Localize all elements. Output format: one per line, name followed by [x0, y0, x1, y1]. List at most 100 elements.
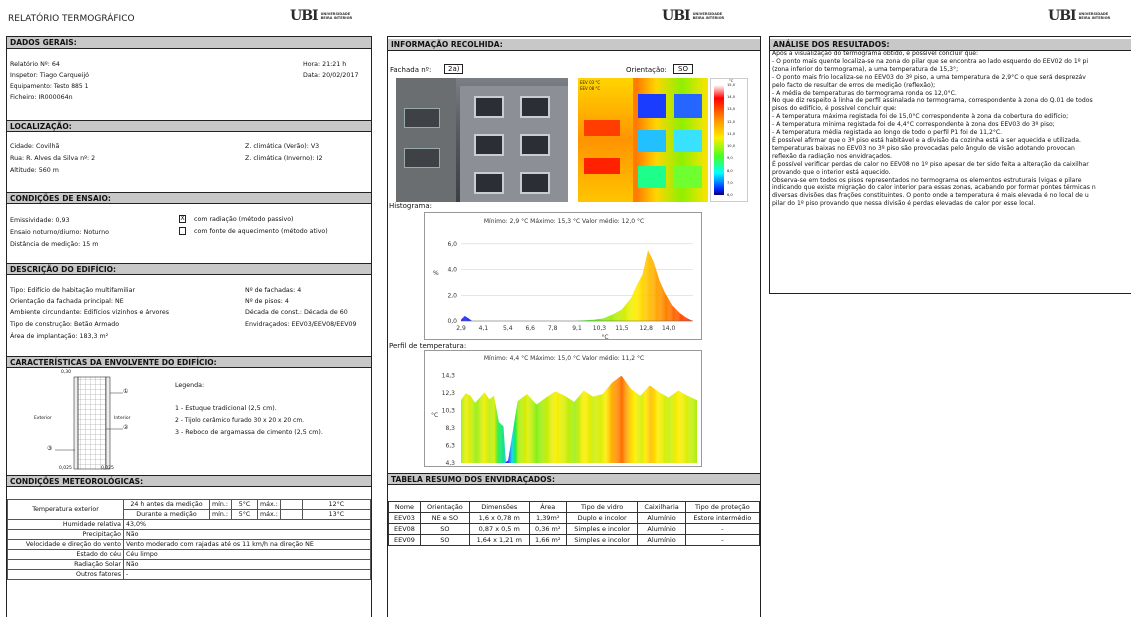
- weather-value: Céu limpo: [123, 549, 371, 560]
- facade-photo: [396, 78, 568, 202]
- during-min: 5°C: [231, 509, 258, 520]
- profile-segment: [636, 392, 638, 463]
- profile-segment: [598, 394, 600, 463]
- checkbox-active[interactable]: [179, 227, 186, 235]
- histogram-bar: [631, 295, 633, 321]
- profile-segment: [541, 399, 543, 463]
- analysis-line: (zona inferior do termograma), a uma tem…: [772, 65, 959, 73]
- cell: NE e SO: [419, 512, 470, 524]
- histogram-bar: [643, 266, 645, 321]
- climate-zone-summer: Z. climática (Verão): V3: [245, 143, 320, 150]
- profile-segment: [596, 395, 598, 463]
- histogram-bar: [467, 318, 470, 321]
- profile-segment: [529, 396, 531, 463]
- weather-value: -: [123, 569, 371, 580]
- profile-segment: [540, 400, 542, 463]
- analysis-line: Observa-se em todos os pisos representad…: [772, 176, 1082, 184]
- weather-label: Radiação Solar: [7, 559, 124, 570]
- cell: Alumínio: [637, 512, 686, 524]
- histogram-bar: [640, 276, 642, 321]
- profile-segment: [563, 395, 565, 463]
- profile-segment: [639, 395, 641, 463]
- profile-frame: Mínimo: 4,4 °C Máximo: 15,0 °C Valor méd…: [424, 350, 702, 467]
- analysis-line: indicando que existe migração do calor i…: [772, 184, 1096, 192]
- histogram-bar: [686, 317, 688, 321]
- histogram-x-tick: 12,8: [640, 325, 654, 332]
- histogram-bar: [674, 307, 676, 321]
- profile-segment: [677, 390, 679, 463]
- section-analysis-header: ANÁLISE DOS RESULTADOS:: [770, 39, 1131, 51]
- histogram-bar: [617, 311, 619, 321]
- profile-segment: [640, 394, 642, 463]
- implantation-area: Área de implantação: 183,3 m²: [10, 333, 109, 340]
- university-logo-2: UBI UNIVERSIDADE BEIRA INTERIOR: [662, 8, 724, 24]
- profile-segment: [519, 398, 521, 463]
- checkbox-passive[interactable]: X: [179, 215, 186, 223]
- histogram-bar: [599, 318, 601, 321]
- profile-segment: [634, 391, 636, 463]
- main-facade-orientation: Orientação da fachada principal: NE: [10, 298, 124, 305]
- profile-segment: [679, 391, 681, 463]
- profile-segment: [638, 394, 640, 463]
- report-number: Relatório Nº: 64: [10, 61, 60, 68]
- histogram-bar: [677, 311, 679, 321]
- profile-segment: [658, 391, 660, 463]
- histogram-bar: [687, 318, 689, 321]
- profile-segment: [667, 396, 669, 463]
- histogram-x-tick: 4,1: [479, 325, 489, 332]
- profile-segment: [591, 395, 593, 463]
- weather-value: 43,0%: [123, 519, 371, 530]
- max-label: máx.:: [257, 499, 281, 510]
- profile-segment: [534, 402, 536, 463]
- profile-segment: [569, 398, 571, 463]
- cell: EEV09: [388, 534, 421, 546]
- histogram-bar: [657, 273, 659, 321]
- profile-segment: [642, 392, 644, 463]
- profile-segment: [501, 424, 503, 463]
- profile-segment: [549, 394, 551, 463]
- profile-segment: [693, 398, 695, 463]
- analysis-line: No que diz respeito à linha de perfil as…: [772, 97, 1093, 105]
- scale-tick: 11,0: [727, 131, 736, 136]
- right-panel: ANÁLISE DOS RESULTADOS: Após a visualiza…: [769, 36, 1131, 294]
- profile-segment: [512, 427, 514, 463]
- orientation-value: SO: [673, 64, 693, 74]
- profile-segment: [575, 399, 577, 463]
- histogram-bar: [612, 314, 614, 321]
- cell: 1,66 m²: [528, 534, 567, 546]
- histogram-bar: [676, 309, 678, 321]
- histogram-bar: [669, 300, 671, 321]
- profile-segment: [477, 399, 478, 463]
- histogram-title: Mínimo: 2,9 °C Máximo: 15,3 °C Valor méd…: [484, 218, 644, 225]
- profile-segment: [594, 396, 596, 463]
- temp-label: Temperatura exterior: [7, 499, 124, 520]
- histogram-bar: [679, 313, 681, 321]
- profile-segment: [690, 397, 692, 463]
- histogram-bar: [653, 261, 655, 321]
- profile-segment: [680, 391, 682, 463]
- profile-segment: [584, 391, 586, 463]
- section-weather-header: CONDIÇÕES METEOROLÓGICAS:: [7, 475, 371, 487]
- profile-y-tick: 6,3: [445, 443, 455, 450]
- histogram-bar: [613, 313, 615, 321]
- histogram-bar: [591, 319, 593, 321]
- profile-segment: [603, 391, 605, 463]
- histogram-bar: [651, 258, 653, 321]
- table-row: EEV03 NE e SO 1,6 x 0,78 m 1,39m² Duplo e in…: [388, 512, 761, 524]
- profile-segment: [628, 385, 630, 463]
- profile-segment: [478, 397, 480, 463]
- profile-segment: [582, 390, 584, 463]
- profile-y-tick: 8,3: [445, 425, 455, 432]
- profile-segment: [688, 396, 690, 463]
- histogram-y-tick: 4,0: [447, 267, 457, 274]
- profile-segment: [681, 392, 683, 463]
- cell: -: [684, 523, 761, 535]
- profile-segment: [509, 447, 511, 463]
- profile-segment: [617, 378, 619, 463]
- histogram-bar: [650, 256, 652, 321]
- histogram-bar: [611, 314, 613, 321]
- dimension-left: 0,025: [59, 466, 72, 471]
- analysis-line: pisos do edifício, é possível concluir q…: [772, 105, 897, 113]
- profile-segment: [686, 395, 688, 463]
- histogram-bar: [469, 318, 471, 321]
